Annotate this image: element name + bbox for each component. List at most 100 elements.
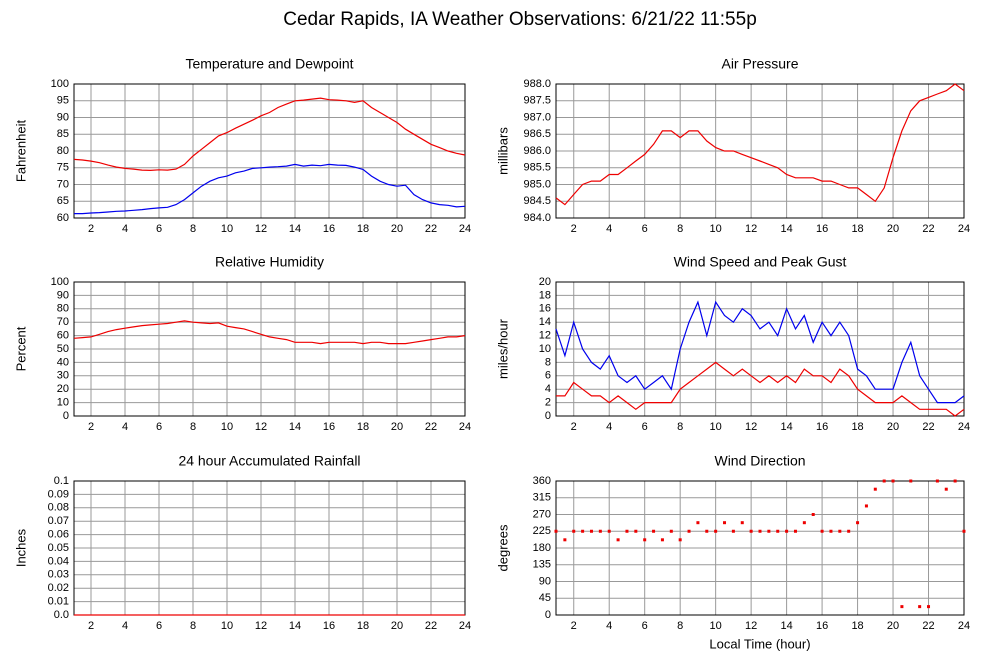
point [935,479,939,483]
y-tick-label: 986.0 [523,145,551,157]
x-tick-label: 6 [156,620,162,632]
y-tick-label: 70 [57,316,69,328]
x-tick-label: 12 [745,421,757,433]
x-tick-label: 20 [391,421,403,433]
y-tick-label: 90 [539,575,551,587]
y-axis-label: degrees [495,524,510,571]
point [616,538,620,542]
x-tick-label: 2 [571,223,577,235]
page-title: Cedar Rapids, IA Weather Observations: 6… [283,9,757,30]
y-tick-label: 986.5 [523,128,551,140]
point [847,529,851,533]
point [598,529,602,533]
x-tick-label: 22 [425,421,437,433]
y-tick-label: 225 [533,525,551,537]
point [581,529,585,533]
y-tick-label: 270 [533,508,551,520]
y-tick-label: 0.07 [48,515,69,527]
point [758,529,762,533]
point [900,605,904,609]
y-tick-label: 0 [63,410,69,422]
y-tick-label: 90 [57,111,69,123]
x-tick-label: 8 [190,620,196,632]
point [776,529,780,533]
y-tick-label: 180 [533,542,551,554]
x-tick-label: 20 [887,223,899,235]
point [927,605,931,609]
y-axis-label: Percent [13,326,28,371]
y-tick-label: 20 [57,383,69,395]
point [864,504,868,508]
chart-title: Air Pressure [721,56,798,72]
y-tick-label: 0 [545,410,551,422]
x-axis-label: Local Time (hour) [709,636,810,651]
y-tick-label: 50 [57,343,69,355]
point [811,513,815,516]
y-tick-label: 985.5 [523,162,551,174]
point [785,529,789,533]
plot-frame [73,281,466,417]
x-tick-label: 16 [323,421,335,433]
point [882,479,886,483]
x-tick-label: 16 [816,421,828,433]
x-tick-label: 20 [391,620,403,632]
x-tick-label: 2 [571,620,577,632]
point [962,529,966,533]
x-tick-label: 24 [958,620,970,632]
point [589,529,593,533]
x-tick-label: 6 [156,421,162,433]
y-tick-label: 10 [539,343,551,355]
plot-frame [555,480,965,616]
point [634,529,638,533]
series-line [555,83,965,206]
point [607,529,611,533]
x-tick-label: 18 [851,421,863,433]
x-tick-label: 20 [887,421,899,433]
x-tick-label: 6 [642,223,648,235]
chart-title: Wind Speed and Peak Gust [674,254,847,270]
point [687,529,691,533]
point [838,529,842,533]
point [944,487,948,491]
y-tick-label: 80 [57,145,69,157]
y-tick-label: 0.05 [48,542,69,554]
y-tick-label: 14 [539,316,551,328]
y-tick-label: 985.0 [523,178,551,190]
point [793,529,797,533]
point [740,521,744,525]
y-tick-label: 8 [545,356,551,368]
x-tick-label: 4 [122,421,128,433]
x-tick-label: 4 [606,223,612,235]
y-tick-label: 6 [545,370,551,382]
y-tick-label: 0.01 [48,596,69,608]
x-tick-label: 18 [357,620,369,632]
x-tick-label: 8 [677,223,683,235]
series-line [73,320,466,345]
x-tick-label: 22 [922,620,934,632]
x-tick-label: 8 [677,421,683,433]
y-tick-label: 90 [57,289,69,301]
x-tick-label: 10 [221,620,233,632]
y-tick-label: 60 [57,212,69,224]
chart-title: Relative Humidity [215,254,324,270]
y-tick-label: 987.5 [523,95,551,107]
point [643,538,647,542]
x-tick-label: 18 [357,421,369,433]
point [723,521,727,525]
y-tick-label: 12 [539,330,551,342]
y-tick-label: 984.0 [523,212,551,224]
x-tick-label: 24 [459,421,471,433]
x-tick-label: 12 [255,223,267,235]
y-tick-label: 45 [539,592,551,604]
x-tick-label: 2 [88,620,94,632]
point [669,529,673,533]
point [856,521,860,525]
point [829,529,833,533]
point [705,529,709,533]
point [802,521,806,525]
y-tick-label: 0.04 [48,555,69,567]
x-tick-label: 12 [255,620,267,632]
y-tick-label: 100 [51,78,69,90]
y-tick-label: 315 [533,492,551,504]
